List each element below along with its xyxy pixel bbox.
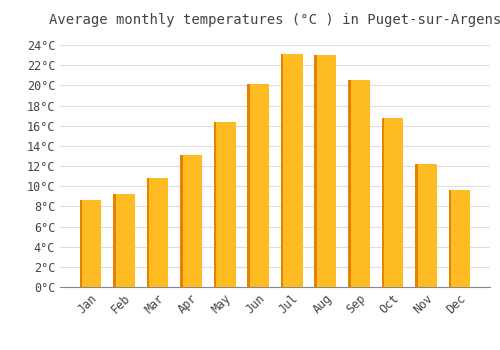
Bar — [214, 122, 216, 287]
Bar — [180, 155, 183, 287]
Bar — [382, 118, 404, 287]
Bar — [248, 84, 269, 287]
Bar — [248, 84, 250, 287]
Bar — [448, 190, 470, 287]
Bar — [146, 178, 169, 287]
Bar — [113, 194, 135, 287]
Bar — [80, 200, 82, 287]
Title: Average monthly temperatures (°C ) in Puget-sur-Argens: Average monthly temperatures (°C ) in Pu… — [49, 13, 500, 27]
Bar — [314, 55, 317, 287]
Bar — [113, 194, 116, 287]
Bar — [180, 155, 202, 287]
Bar — [214, 122, 236, 287]
Bar — [382, 118, 384, 287]
Bar — [314, 55, 336, 287]
Bar — [146, 178, 150, 287]
Bar — [281, 54, 302, 287]
Bar — [281, 54, 283, 287]
Bar — [448, 190, 452, 287]
Bar — [80, 200, 102, 287]
Bar — [348, 80, 350, 287]
Bar — [415, 164, 437, 287]
Bar — [348, 80, 370, 287]
Bar — [415, 164, 418, 287]
